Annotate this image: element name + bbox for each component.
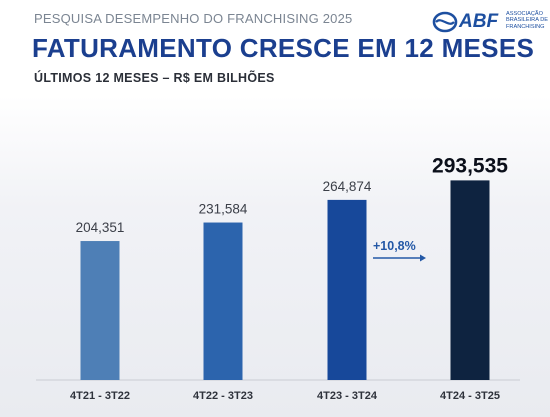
chart-subtitle: ÚLTIMOS 12 MESES – R$ EM BILHÕES <box>34 71 275 85</box>
bar <box>80 241 120 380</box>
logo-text: ASSOCIAÇÃO BRASILEIRA DE FRANCHISING <box>506 11 548 30</box>
category-label: 4T23 - 3T24 <box>317 390 378 402</box>
bar-value-label: 264,874 <box>323 179 372 194</box>
bar-chart: 204,351 4T21 - 3T22 231,584 4T22 - 3T23 264,… <box>36 154 520 402</box>
bar <box>327 199 367 380</box>
bar-value-label: 204,351 <box>76 220 125 235</box>
abf-logo: ABF ASSOCIAÇÃO BRASILEIRA DE FRANCHISING <box>432 9 548 35</box>
abf-swirl-icon <box>432 11 458 33</box>
category-label: 4T21 - 3T22 <box>70 390 130 402</box>
growth-annotation-label: +10,8% <box>373 239 416 253</box>
category-label: 4T24 - 3T25 <box>440 390 500 402</box>
bar-value-label: 231,584 <box>199 202 248 217</box>
page-title: FATURAMENTO CRESCE EM 12 MESES <box>32 33 535 63</box>
report-label: PESQUISA DESEMPENHO DO FRANCHISING 2025 <box>34 11 353 26</box>
category-label: 4T22 - 3T23 <box>193 390 253 402</box>
bar <box>203 222 243 380</box>
bar-value-label: 293,535 <box>432 154 508 177</box>
bar <box>450 180 490 380</box>
growth-arrow-head <box>420 254 426 262</box>
logo-name: ABF <box>459 11 499 32</box>
chart-panel: 204,351 4T21 - 3T22 231,584 4T22 - 3T23 264,… <box>0 96 550 417</box>
